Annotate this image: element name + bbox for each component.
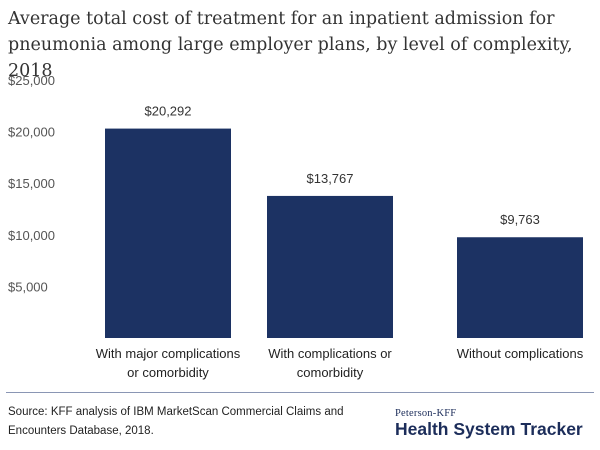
logo-top-text: Peterson-KFF bbox=[395, 408, 457, 419]
bars bbox=[105, 128, 583, 338]
data-labels: $20,292 $13,767 $9,763 bbox=[145, 104, 540, 228]
y-tick-label: $15,000 bbox=[8, 176, 55, 191]
logo: Peterson-KFF Health System Tracker bbox=[395, 408, 595, 439]
chart-title: Average total cost of treatment for an i… bbox=[8, 9, 573, 81]
data-label: $20,292 bbox=[145, 104, 192, 119]
y-tick-label: $20,000 bbox=[8, 125, 55, 140]
x-axis-label: or comorbidity bbox=[127, 365, 209, 380]
y-tick-label: $25,000 bbox=[8, 73, 55, 88]
y-axis-ticks: $5,000 $10,000 $15,000 $20,000 $25,000 bbox=[8, 73, 55, 294]
x-axis-label: Without complications bbox=[457, 346, 584, 361]
bar bbox=[105, 128, 231, 338]
data-label: $9,763 bbox=[500, 212, 540, 227]
data-label: $13,767 bbox=[307, 171, 354, 186]
x-axis-labels: With major complications or comorbidity Wi… bbox=[96, 346, 584, 380]
logo-main-text: Health System Tracker bbox=[395, 419, 583, 439]
x-axis-label: With complications or bbox=[268, 346, 392, 361]
bar bbox=[267, 195, 393, 338]
bar-chart: $5,000 $10,000 $15,000 $20,000 $25,000 $20,2… bbox=[8, 73, 584, 380]
x-axis-label: With major complications bbox=[96, 346, 241, 361]
bar bbox=[457, 237, 583, 338]
footer-divider bbox=[6, 392, 594, 393]
source-note: Source: KFF analysis of IBM MarketScan C… bbox=[8, 406, 344, 437]
y-tick-label: $5,000 bbox=[8, 279, 48, 294]
x-axis-label: comorbidity bbox=[297, 365, 364, 380]
y-tick-label: $10,000 bbox=[8, 228, 55, 243]
